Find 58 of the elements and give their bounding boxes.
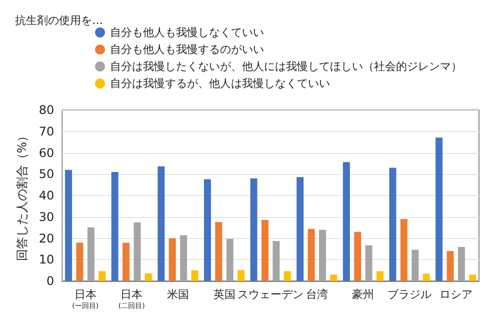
- bar: [272, 241, 280, 281]
- bar: [389, 168, 396, 281]
- y-tick-label: 10: [38, 252, 54, 267]
- bar: [319, 230, 326, 281]
- bar: [376, 271, 384, 281]
- bar: [122, 242, 130, 281]
- bar: [111, 172, 118, 281]
- y-tick-label: 0: [46, 274, 54, 288]
- bar: [412, 250, 419, 281]
- bar: [422, 274, 430, 281]
- y-tick-label: 60: [38, 146, 54, 160]
- y-tick-label: 40: [38, 188, 54, 202]
- legend-title: 抗生剤の使用を…: [15, 14, 103, 27]
- bar: [446, 251, 454, 281]
- bar: [98, 271, 106, 281]
- x-tick-label: ブラジル: [388, 288, 432, 301]
- bar: [215, 222, 222, 281]
- bar: [87, 227, 94, 281]
- bar: [458, 247, 465, 281]
- bar: [342, 162, 350, 281]
- legend-label: 自分は我慢するが、他人は我慢しなくていい: [110, 77, 330, 90]
- bar: [168, 238, 176, 281]
- y-tick-label: 20: [38, 231, 54, 246]
- y-tick-label: 50: [38, 167, 54, 182]
- bar: [226, 238, 234, 281]
- bar: [400, 219, 408, 281]
- bar: [191, 270, 198, 281]
- y-tick-label: 70: [38, 124, 54, 138]
- x-tick-label: 英国: [213, 288, 236, 301]
- x-tick-label: 台湾: [306, 288, 328, 301]
- x-tick-label: 豪州: [352, 288, 374, 301]
- legend-label: 自分は我慢したくないが、他人には我慢してほしい（社会的ジレンマ）: [110, 60, 462, 73]
- bar: [134, 222, 141, 281]
- bar: [354, 232, 362, 281]
- y-axis-title: 回答した人の割合（%）: [15, 130, 29, 262]
- bar: [365, 245, 372, 281]
- bar: [76, 242, 84, 281]
- bar: [436, 138, 443, 281]
- bar: [261, 220, 268, 281]
- bar: [296, 177, 304, 281]
- bar: [144, 273, 152, 281]
- bar: [65, 170, 72, 281]
- bar: [180, 235, 188, 281]
- bar: [330, 274, 338, 281]
- x-tick-label: 米国: [166, 288, 189, 301]
- bar: [308, 228, 315, 281]
- x-tick-label: スウェーデン: [238, 288, 304, 301]
- y-tick-label: 30: [38, 210, 54, 224]
- bar: [250, 178, 258, 281]
- x-tick-label: ロシア: [439, 288, 472, 301]
- bar: [238, 270, 245, 281]
- legend-label: 自分も他人も我慢するのがいい: [110, 43, 264, 56]
- bar: [469, 274, 476, 281]
- legend-label: 自分も他人も我慢しなくていい: [110, 26, 264, 39]
- bar: [158, 166, 165, 281]
- bar: [284, 271, 291, 281]
- bar: [204, 179, 211, 281]
- y-tick-label: 80: [38, 103, 54, 117]
